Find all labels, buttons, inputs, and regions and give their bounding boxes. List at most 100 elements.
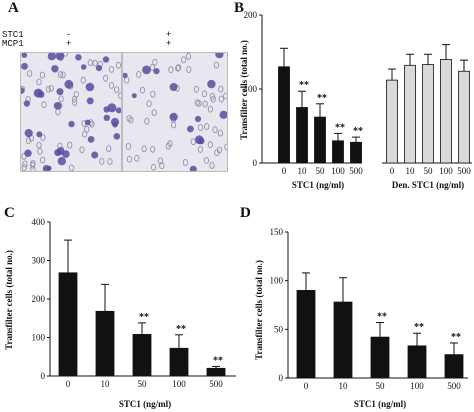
stained-cell xyxy=(33,88,43,98)
col2-stc1-sign: + xyxy=(166,30,172,40)
pore xyxy=(45,85,51,93)
pore xyxy=(92,59,98,67)
chart-d-y-tick-label: 0 xyxy=(279,373,284,383)
chart-b-x-tick-label: 50 xyxy=(424,166,434,176)
pore xyxy=(197,124,204,131)
pore xyxy=(212,126,218,134)
pore xyxy=(175,64,181,72)
stained-cell xyxy=(91,151,99,159)
pore xyxy=(175,64,182,72)
col2-mcp1-sign: + xyxy=(166,39,172,49)
stained-cell xyxy=(21,53,28,58)
pore xyxy=(79,146,85,154)
pore xyxy=(141,145,147,153)
pore xyxy=(125,143,132,150)
stained-cell xyxy=(75,54,82,61)
chart-c-x-tick-label: 500 xyxy=(209,379,223,389)
chart-c-y-axis-label: Transfilter cells (total no.) xyxy=(4,250,14,350)
pore xyxy=(214,149,220,156)
stained-cell xyxy=(24,149,32,157)
pore xyxy=(36,78,42,86)
stained-cell xyxy=(142,65,151,75)
pore xyxy=(201,90,208,98)
pore xyxy=(80,76,86,84)
chart-d-x-axis-label: STC1 (ng/ml) xyxy=(354,399,406,409)
stained-cell xyxy=(64,79,74,89)
col1-mcp1-sign: + xyxy=(66,39,72,49)
stained-cell xyxy=(84,119,91,126)
pore xyxy=(27,70,33,77)
stained-cell xyxy=(86,97,94,105)
pore xyxy=(21,164,27,171)
stained-cell xyxy=(54,149,62,157)
pore xyxy=(136,71,142,78)
stained-cell xyxy=(55,53,65,61)
chart-d-y-tick-label: 50 xyxy=(274,324,284,334)
chart-c-x-tick-label: 10 xyxy=(101,379,111,389)
pore xyxy=(149,63,155,71)
pore xyxy=(207,141,213,149)
chart-d-significance-label: ** xyxy=(414,322,424,333)
pore xyxy=(37,148,43,155)
pore xyxy=(109,65,115,73)
stained-cell xyxy=(187,125,194,133)
stained-cell xyxy=(103,114,111,121)
stained-cell xyxy=(51,65,59,73)
chart-c-significance-label: ** xyxy=(139,312,149,323)
chart-b-x-tick-label: 500 xyxy=(349,166,363,176)
pore xyxy=(168,66,174,74)
chart-d-bar xyxy=(296,289,316,379)
panel-label-c: C xyxy=(4,205,15,221)
chart-b-x-tick-label: 500 xyxy=(457,166,471,176)
pore xyxy=(57,71,64,78)
stained-cell xyxy=(112,122,118,128)
chart-b-significance-label: ** xyxy=(299,80,309,91)
pore xyxy=(150,163,157,171)
micrograph-stc1-image xyxy=(123,53,227,171)
chart-c-y-tick-label: 100 xyxy=(32,333,46,343)
stained-cell xyxy=(113,133,121,140)
stained-cell xyxy=(107,103,117,113)
pore xyxy=(197,146,204,153)
chart-d-bar xyxy=(407,345,427,379)
chart-c-y-tick-label: 400 xyxy=(32,217,46,227)
pore xyxy=(139,86,146,94)
stained-cell xyxy=(197,137,205,145)
stained-cell xyxy=(115,107,121,114)
chart-c-significance-label: ** xyxy=(176,324,186,335)
stained-cell xyxy=(102,56,110,63)
stained-cell xyxy=(53,102,62,110)
chart-d-bar xyxy=(444,354,464,379)
chart-b-significance-label: ** xyxy=(353,126,363,137)
chart-c-x-tick-label: 50 xyxy=(138,379,148,389)
chart-d-bar xyxy=(370,336,390,379)
stained-cell xyxy=(87,136,95,143)
micrograph-control-image xyxy=(21,53,121,171)
pore xyxy=(118,92,121,100)
chart-b-x-tick-label: 100 xyxy=(331,166,345,176)
chart-b-x-tick-label: 10 xyxy=(406,166,416,176)
stained-cell xyxy=(24,129,33,138)
pore xyxy=(30,166,36,171)
pore xyxy=(128,116,134,124)
chart-d-y-tick-label: 150 xyxy=(270,227,284,237)
pore xyxy=(150,90,156,98)
pore xyxy=(152,58,158,66)
stained-cell xyxy=(80,64,87,70)
chart-c-x-axis-label: STC1 (ng/ml) xyxy=(119,399,171,409)
pore xyxy=(29,161,36,169)
pore xyxy=(25,137,32,145)
panel-label-b: B xyxy=(234,0,245,16)
chart-d-x-tick-label: 100 xyxy=(410,381,424,391)
row-label-mcp1: MCP1 xyxy=(2,39,24,49)
pore xyxy=(203,157,210,164)
stained-cell xyxy=(207,79,216,89)
chart-d-significance-label: ** xyxy=(377,312,387,323)
pore xyxy=(165,142,171,150)
stained-cell xyxy=(215,53,224,59)
pore xyxy=(39,71,45,79)
chart-b-y-tick-label: 0 xyxy=(253,158,258,168)
chart-b-x-axis-label-stc1: STC1 (ng/ml) xyxy=(292,180,344,190)
pore xyxy=(108,82,115,89)
